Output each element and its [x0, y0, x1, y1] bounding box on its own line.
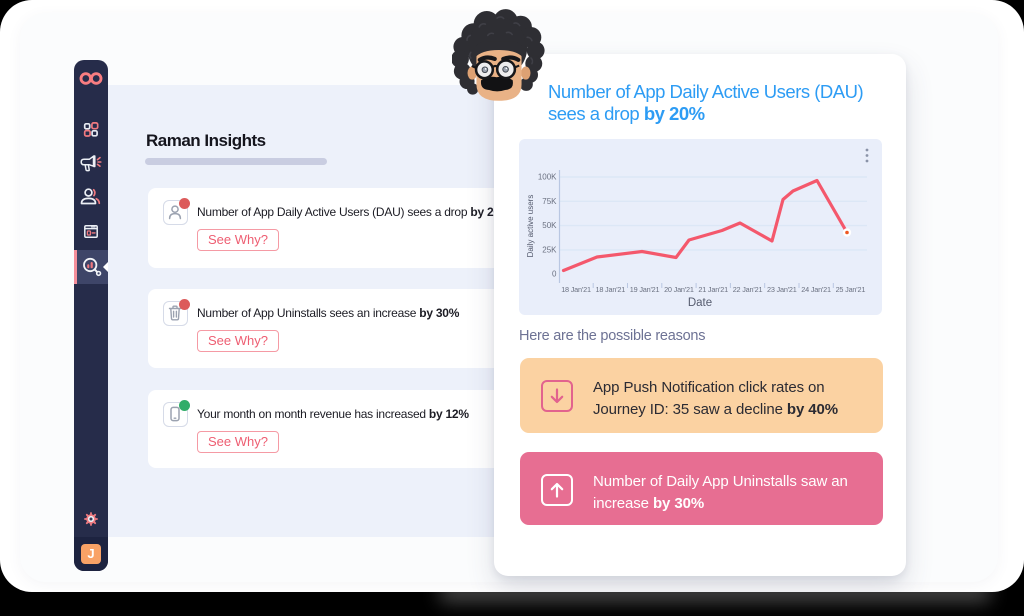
svg-text:23 Jan'21: 23 Jan'21: [767, 285, 797, 294]
svg-text:24 Jan'21: 24 Jan'21: [801, 285, 831, 294]
svg-text:50K: 50K: [542, 221, 557, 230]
svg-text:25 Jan'21: 25 Jan'21: [836, 285, 866, 294]
svg-text:75K: 75K: [542, 197, 557, 206]
svg-text:18 Jan'21: 18 Jan'21: [595, 285, 625, 294]
svg-text:100K: 100K: [538, 173, 557, 182]
svg-text:22 Jan'21: 22 Jan'21: [733, 285, 763, 294]
svg-text:18 Jan'21: 18 Jan'21: [561, 285, 591, 294]
svg-text:Daily active users: Daily active users: [526, 195, 535, 258]
svg-text:0: 0: [552, 270, 557, 279]
svg-text:25K: 25K: [542, 245, 557, 254]
svg-text:20 Jan'21: 20 Jan'21: [664, 285, 694, 294]
svg-text:Date: Date: [688, 297, 712, 309]
svg-text:19 Jan'21: 19 Jan'21: [630, 285, 660, 294]
svg-text:21 Jan'21: 21 Jan'21: [698, 285, 728, 294]
